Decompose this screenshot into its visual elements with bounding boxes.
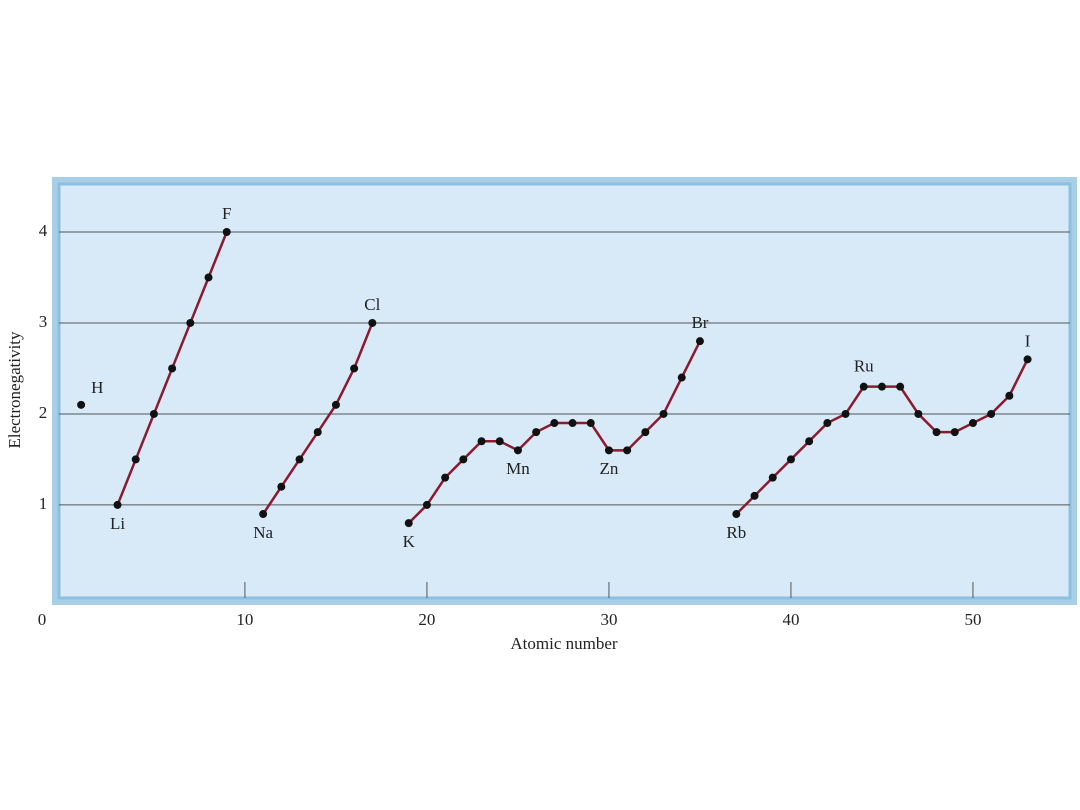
data-point: [277, 482, 286, 491]
data-point: [877, 382, 886, 391]
point-label: I: [1025, 331, 1031, 350]
point-label: K: [403, 532, 416, 551]
data-point: [950, 428, 959, 437]
data-point: [532, 428, 541, 437]
data-point: [513, 446, 522, 455]
data-point: [350, 364, 359, 373]
data-point: [404, 519, 413, 528]
data-point: [459, 455, 468, 464]
point-label: Br: [691, 313, 708, 332]
data-point: [695, 337, 704, 346]
y-axis-label: Electronegativity: [5, 331, 24, 449]
data-point: [295, 455, 304, 464]
point-label: Rb: [726, 523, 746, 542]
y-tick-label: 2: [39, 403, 48, 422]
data-point: [168, 364, 177, 373]
data-point: [113, 500, 122, 509]
point-label: Cl: [364, 295, 380, 314]
data-point: [768, 473, 777, 482]
data-point: [441, 473, 450, 482]
data-point: [750, 491, 759, 500]
data-point: [641, 428, 650, 437]
data-point: [568, 419, 577, 428]
x-tick-label: 40: [782, 610, 799, 629]
data-point: [204, 273, 213, 282]
data-point: [477, 437, 486, 446]
y-tick-label: 4: [39, 221, 48, 240]
data-point: [914, 409, 923, 418]
x-tick-label: 10: [236, 610, 253, 629]
data-point: [149, 409, 158, 418]
data-point: [859, 382, 868, 391]
data-point: [77, 400, 86, 409]
data-point: [131, 455, 140, 464]
data-point: [586, 419, 595, 428]
y-tick-label: 1: [39, 494, 48, 513]
data-point: [677, 373, 686, 382]
data-point: [222, 227, 231, 236]
point-label: Zn: [599, 459, 618, 478]
data-point: [623, 446, 632, 455]
data-point: [550, 419, 559, 428]
data-point: [932, 428, 941, 437]
data-point: [841, 409, 850, 418]
x-tick-label: 0: [38, 610, 47, 629]
data-point: [659, 409, 668, 418]
y-tick-label: 3: [39, 312, 48, 331]
point-label: H: [91, 378, 103, 397]
data-point: [786, 455, 795, 464]
data-point: [805, 437, 814, 446]
x-tick-label: 50: [964, 610, 981, 629]
data-point: [896, 382, 905, 391]
data-point: [495, 437, 504, 446]
x-tick-label: 20: [418, 610, 435, 629]
point-label: Ru: [854, 357, 874, 376]
data-point: [331, 400, 340, 409]
plot-area: [57, 182, 1072, 600]
data-point: [968, 419, 977, 428]
point-label: F: [222, 204, 231, 223]
data-point: [732, 510, 741, 519]
data-point: [186, 318, 195, 327]
point-label: Mn: [506, 459, 530, 478]
data-point: [259, 510, 268, 519]
data-point: [987, 409, 996, 418]
x-axis-label: Atomic number: [510, 634, 618, 653]
point-label: Li: [110, 514, 125, 533]
data-point: [1023, 355, 1032, 364]
x-tick-label: 30: [600, 610, 617, 629]
data-point: [368, 318, 377, 327]
data-point: [823, 419, 832, 428]
data-point: [1005, 391, 1014, 400]
point-label: Na: [253, 523, 273, 542]
data-point: [604, 446, 613, 455]
data-point: [422, 500, 431, 509]
data-point: [313, 428, 322, 437]
